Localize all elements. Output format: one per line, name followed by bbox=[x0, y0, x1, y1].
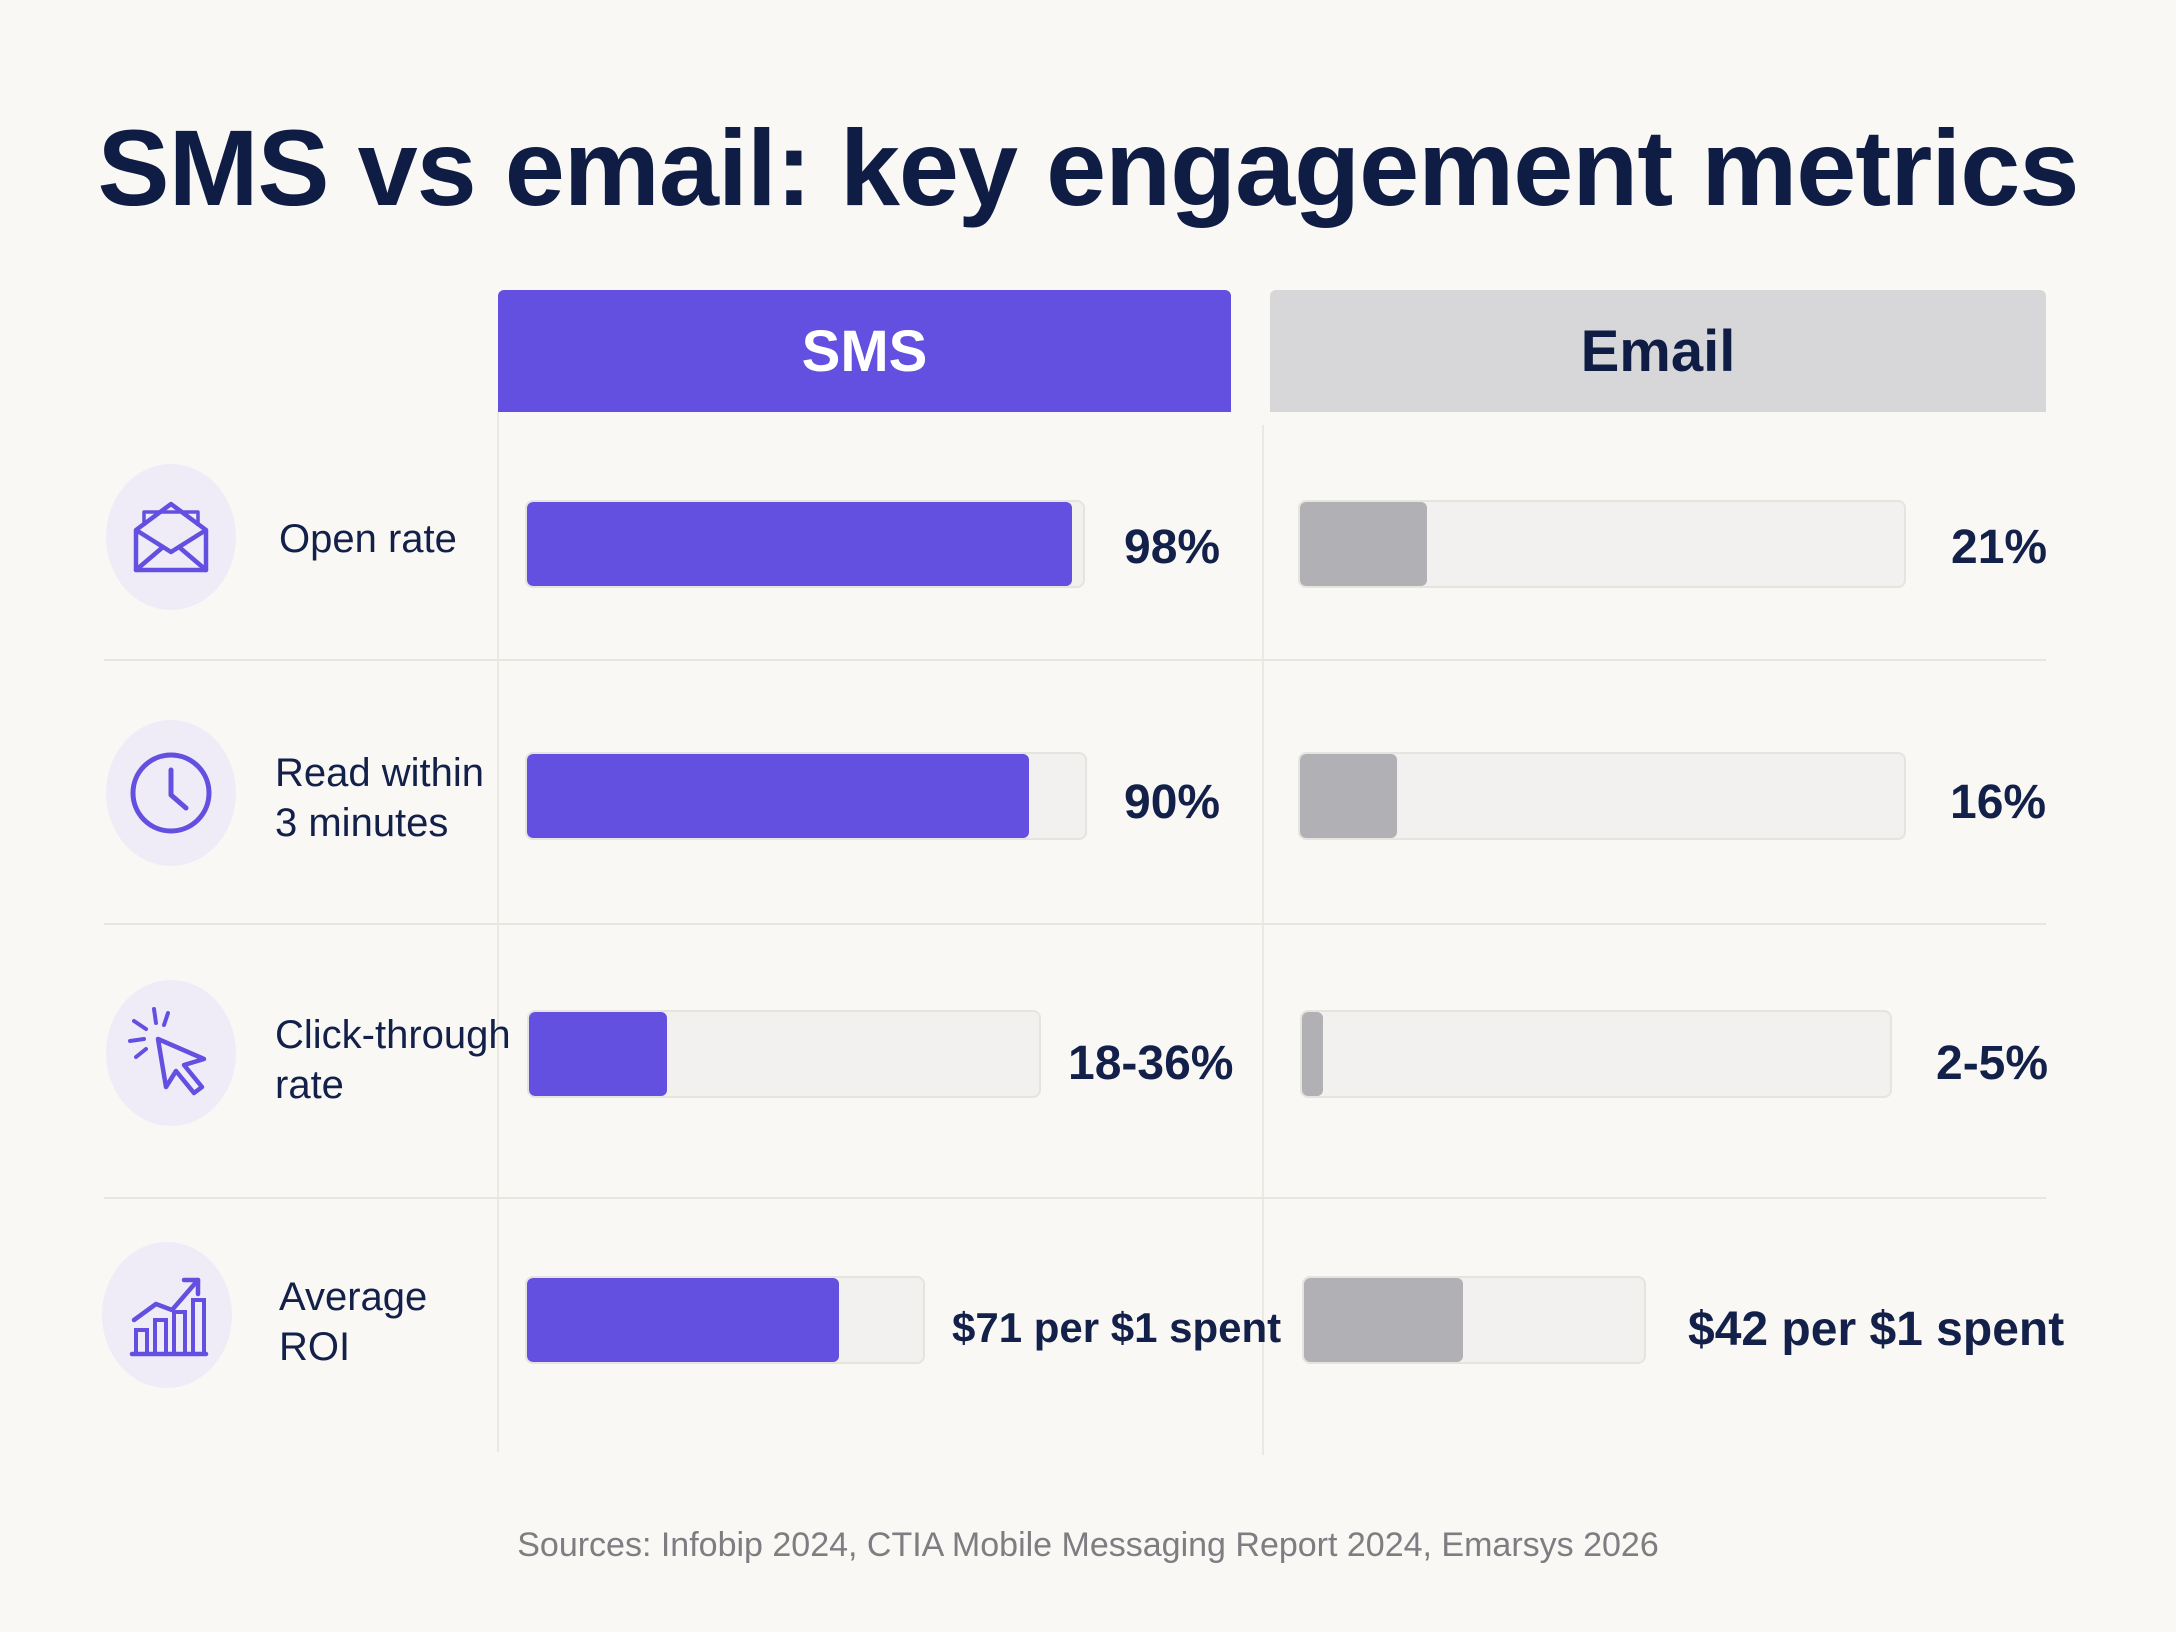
open-rate-icon-badge bbox=[106, 464, 236, 610]
sources-footnote: Sources: Infobip 2024, CTIA Mobile Messa… bbox=[517, 1526, 1659, 1564]
email-bar-read-within bbox=[1300, 754, 1397, 838]
email-column-label: Email bbox=[1580, 318, 1736, 384]
row-divider bbox=[104, 923, 2046, 925]
sms-column-header: SMS bbox=[498, 290, 1231, 412]
email-bar-open-rate bbox=[1300, 502, 1427, 586]
roi-icon-badge bbox=[102, 1242, 232, 1388]
row-divider bbox=[104, 659, 2046, 661]
clock-icon bbox=[130, 752, 212, 834]
email-value-click-through: 2-5% bbox=[1936, 1037, 2049, 1090]
growth-chart-icon bbox=[129, 1277, 209, 1357]
sms-value-read-within: 90% bbox=[1124, 776, 1221, 829]
sms-bar-open-rate bbox=[527, 502, 1072, 586]
row-label-average-roi: Average ROI bbox=[279, 1275, 428, 1369]
read-time-icon-badge bbox=[106, 720, 236, 866]
row-label-open-rate: Open rate bbox=[279, 517, 457, 561]
email-bar-track-open-rate bbox=[1298, 500, 1906, 588]
email-bar-track-read-within bbox=[1298, 752, 1906, 840]
email-value-average-roi: $42 per $1 spent bbox=[1688, 1303, 2065, 1356]
email-bar-track-average-roi bbox=[1302, 1276, 1646, 1364]
email-column-header: Email bbox=[1270, 290, 2046, 412]
sms-bar-average-roi bbox=[527, 1278, 840, 1362]
sms-bar-track-open-rate bbox=[525, 500, 1085, 588]
sms-value-average-roi: $71 per $1 spent bbox=[952, 1304, 1282, 1351]
column-divider-left bbox=[497, 412, 499, 1452]
sms-value-click-through: 18-36% bbox=[1068, 1037, 1234, 1090]
email-value-open-rate: 21% bbox=[1951, 521, 2048, 574]
cursor-click-icon bbox=[128, 1007, 207, 1096]
sms-bar-track-read-within bbox=[525, 752, 1087, 840]
column-divider-middle bbox=[1262, 425, 1264, 1455]
email-bar-track-click-through bbox=[1300, 1010, 1892, 1098]
row-label-click-through: Click-through rate bbox=[275, 1013, 511, 1107]
sms-column-label: SMS bbox=[801, 318, 928, 384]
email-bar-average-roi bbox=[1304, 1278, 1463, 1362]
row-divider bbox=[104, 1197, 2046, 1199]
email-bar-click-through bbox=[1302, 1012, 1323, 1096]
sms-bar-read-within bbox=[527, 754, 1030, 838]
sms-value-open-rate: 98% bbox=[1124, 521, 1221, 574]
row-label-read-within: Read within 3 minutes bbox=[275, 751, 485, 845]
chart-title: SMS vs email: key engagement metrics bbox=[97, 107, 2080, 228]
click-through-icon-badge bbox=[106, 980, 236, 1126]
sms-bar-track-click-through bbox=[527, 1010, 1041, 1098]
envelope-icon bbox=[133, 501, 209, 573]
sms-bar-click-through bbox=[529, 1012, 667, 1096]
sms-bar-track-average-roi bbox=[525, 1276, 925, 1364]
email-value-read-within: 16% bbox=[1950, 776, 2047, 829]
